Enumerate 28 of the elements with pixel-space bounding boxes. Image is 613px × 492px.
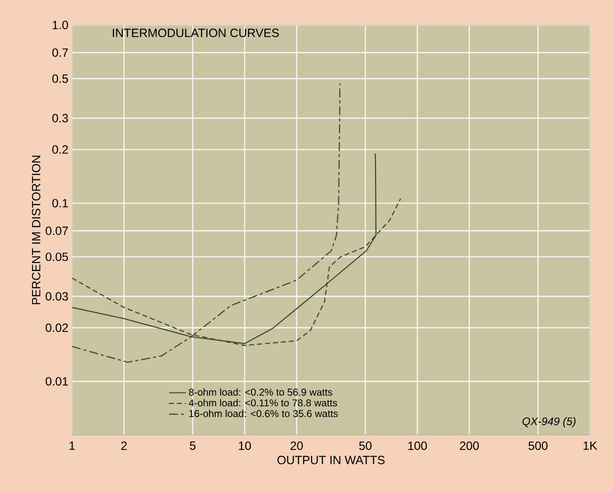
y-tick-label: 0.2 <box>52 145 68 154</box>
chart-title: INTERMODULATION CURVES <box>112 28 279 38</box>
x-tick-label: 10 <box>238 442 251 450</box>
x-tick-label: 100 <box>408 442 427 450</box>
y-axis-title: PERCENT IM DISTORTION <box>32 156 40 304</box>
y-tick-label: 0.02 <box>46 323 68 332</box>
x-tick-label: 500 <box>528 442 548 450</box>
y-tick-label: 0.5 <box>52 74 68 83</box>
x-tick-label: 5 <box>190 442 196 450</box>
x-tick-label: 50 <box>359 442 372 450</box>
y-tick-label: 0.03 <box>46 292 68 301</box>
x-tick-label: 1 <box>70 442 75 450</box>
legend-label: 8-ohm load: <0.2% to 56.9 watts <box>188 388 332 396</box>
y-tick-label: 0.05 <box>46 252 68 262</box>
y-tick-label: 1.0 <box>52 20 68 30</box>
x-tick-label: 20 <box>290 442 303 450</box>
annotation: QX-949 (5) <box>522 417 576 428</box>
legend-label: 16-ohm load: <0.6% to 35.6 watts <box>189 410 338 418</box>
x-tick-label: 200 <box>460 442 479 450</box>
legend-label: 4-ohm load: <0.11% to 78.8 watts <box>188 399 338 406</box>
y-tick-label: 0.7 <box>52 48 68 57</box>
y-tick-label: 0.01 <box>46 377 68 386</box>
y-tick-label: 0.07 <box>46 226 68 236</box>
x-tick-label: 2 <box>121 442 127 450</box>
y-tick-label: 0.3 <box>52 114 68 122</box>
x-axis-title: OUTPUT IN WATTS <box>277 456 385 464</box>
x-tick-label: 1K <box>584 442 598 450</box>
y-tick-label: 0.1 <box>52 198 68 208</box>
